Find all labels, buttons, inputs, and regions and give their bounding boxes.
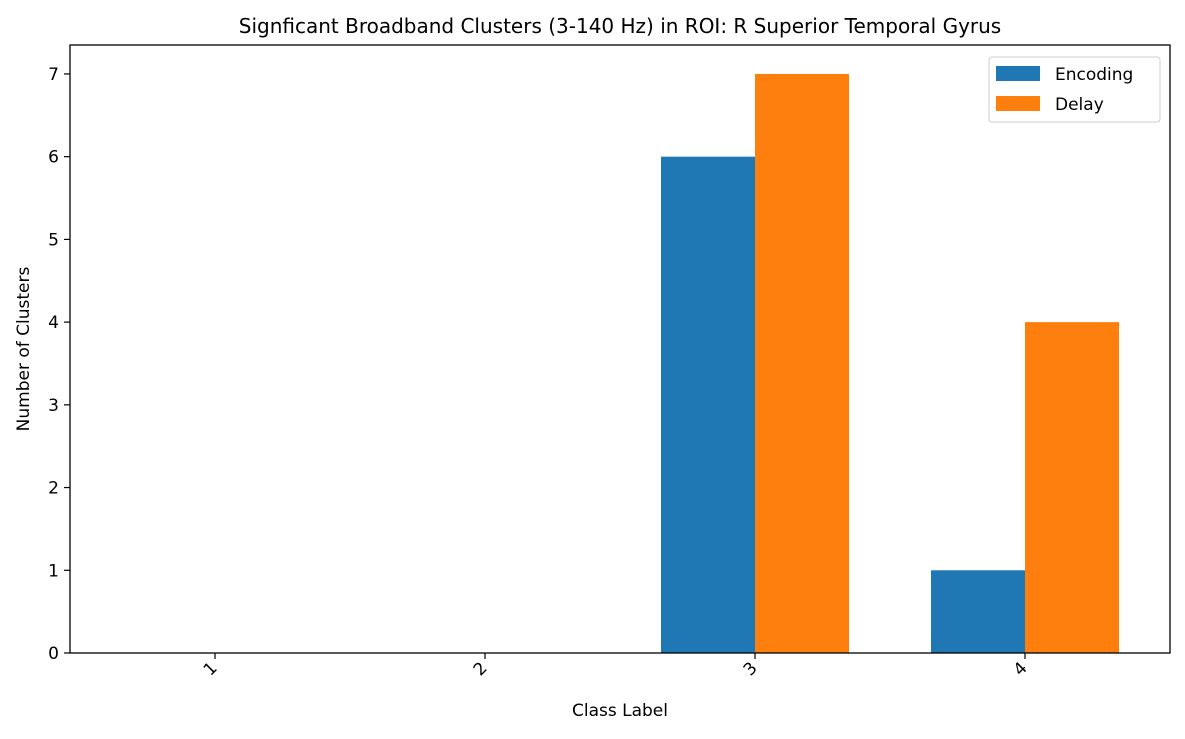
x-tick-label: 3 [740,658,762,680]
y-tick-label: 3 [48,396,59,416]
y-tick-label: 4 [48,313,59,333]
chart-title: Signficant Broadband Clusters (3-140 Hz)… [239,14,1001,38]
y-tick-label: 7 [48,65,59,85]
bars-layer [661,73,1119,653]
y-tick-label: 6 [48,148,59,168]
legend-label-delay: Delay [1055,95,1104,115]
legend-swatch-encoding [996,66,1040,81]
axes-frame [69,44,1171,654]
x-tick-label: 1 [200,658,222,680]
x-tick-label: 4 [1010,658,1032,680]
bar-delay-4 [1025,322,1119,653]
bar-encoding-3 [661,156,755,653]
x-tick-label: 2 [470,658,492,680]
bar-delay-3 [755,73,849,653]
y-axis-label: Number of Clusters [14,267,34,432]
bar-encoding-4 [931,570,1025,653]
legend-swatch-delay [996,96,1040,111]
y-tick-label: 1 [48,561,59,581]
plot-area-background [70,45,1170,653]
y-tick-label: 2 [48,479,59,499]
y-tick-label: 0 [48,644,59,664]
legend: Encoding Delay [988,56,1161,123]
x-axis-label: Class Label [572,701,668,721]
y-tick-label: 5 [48,230,59,250]
legend-label-encoding: Encoding [1055,65,1133,85]
